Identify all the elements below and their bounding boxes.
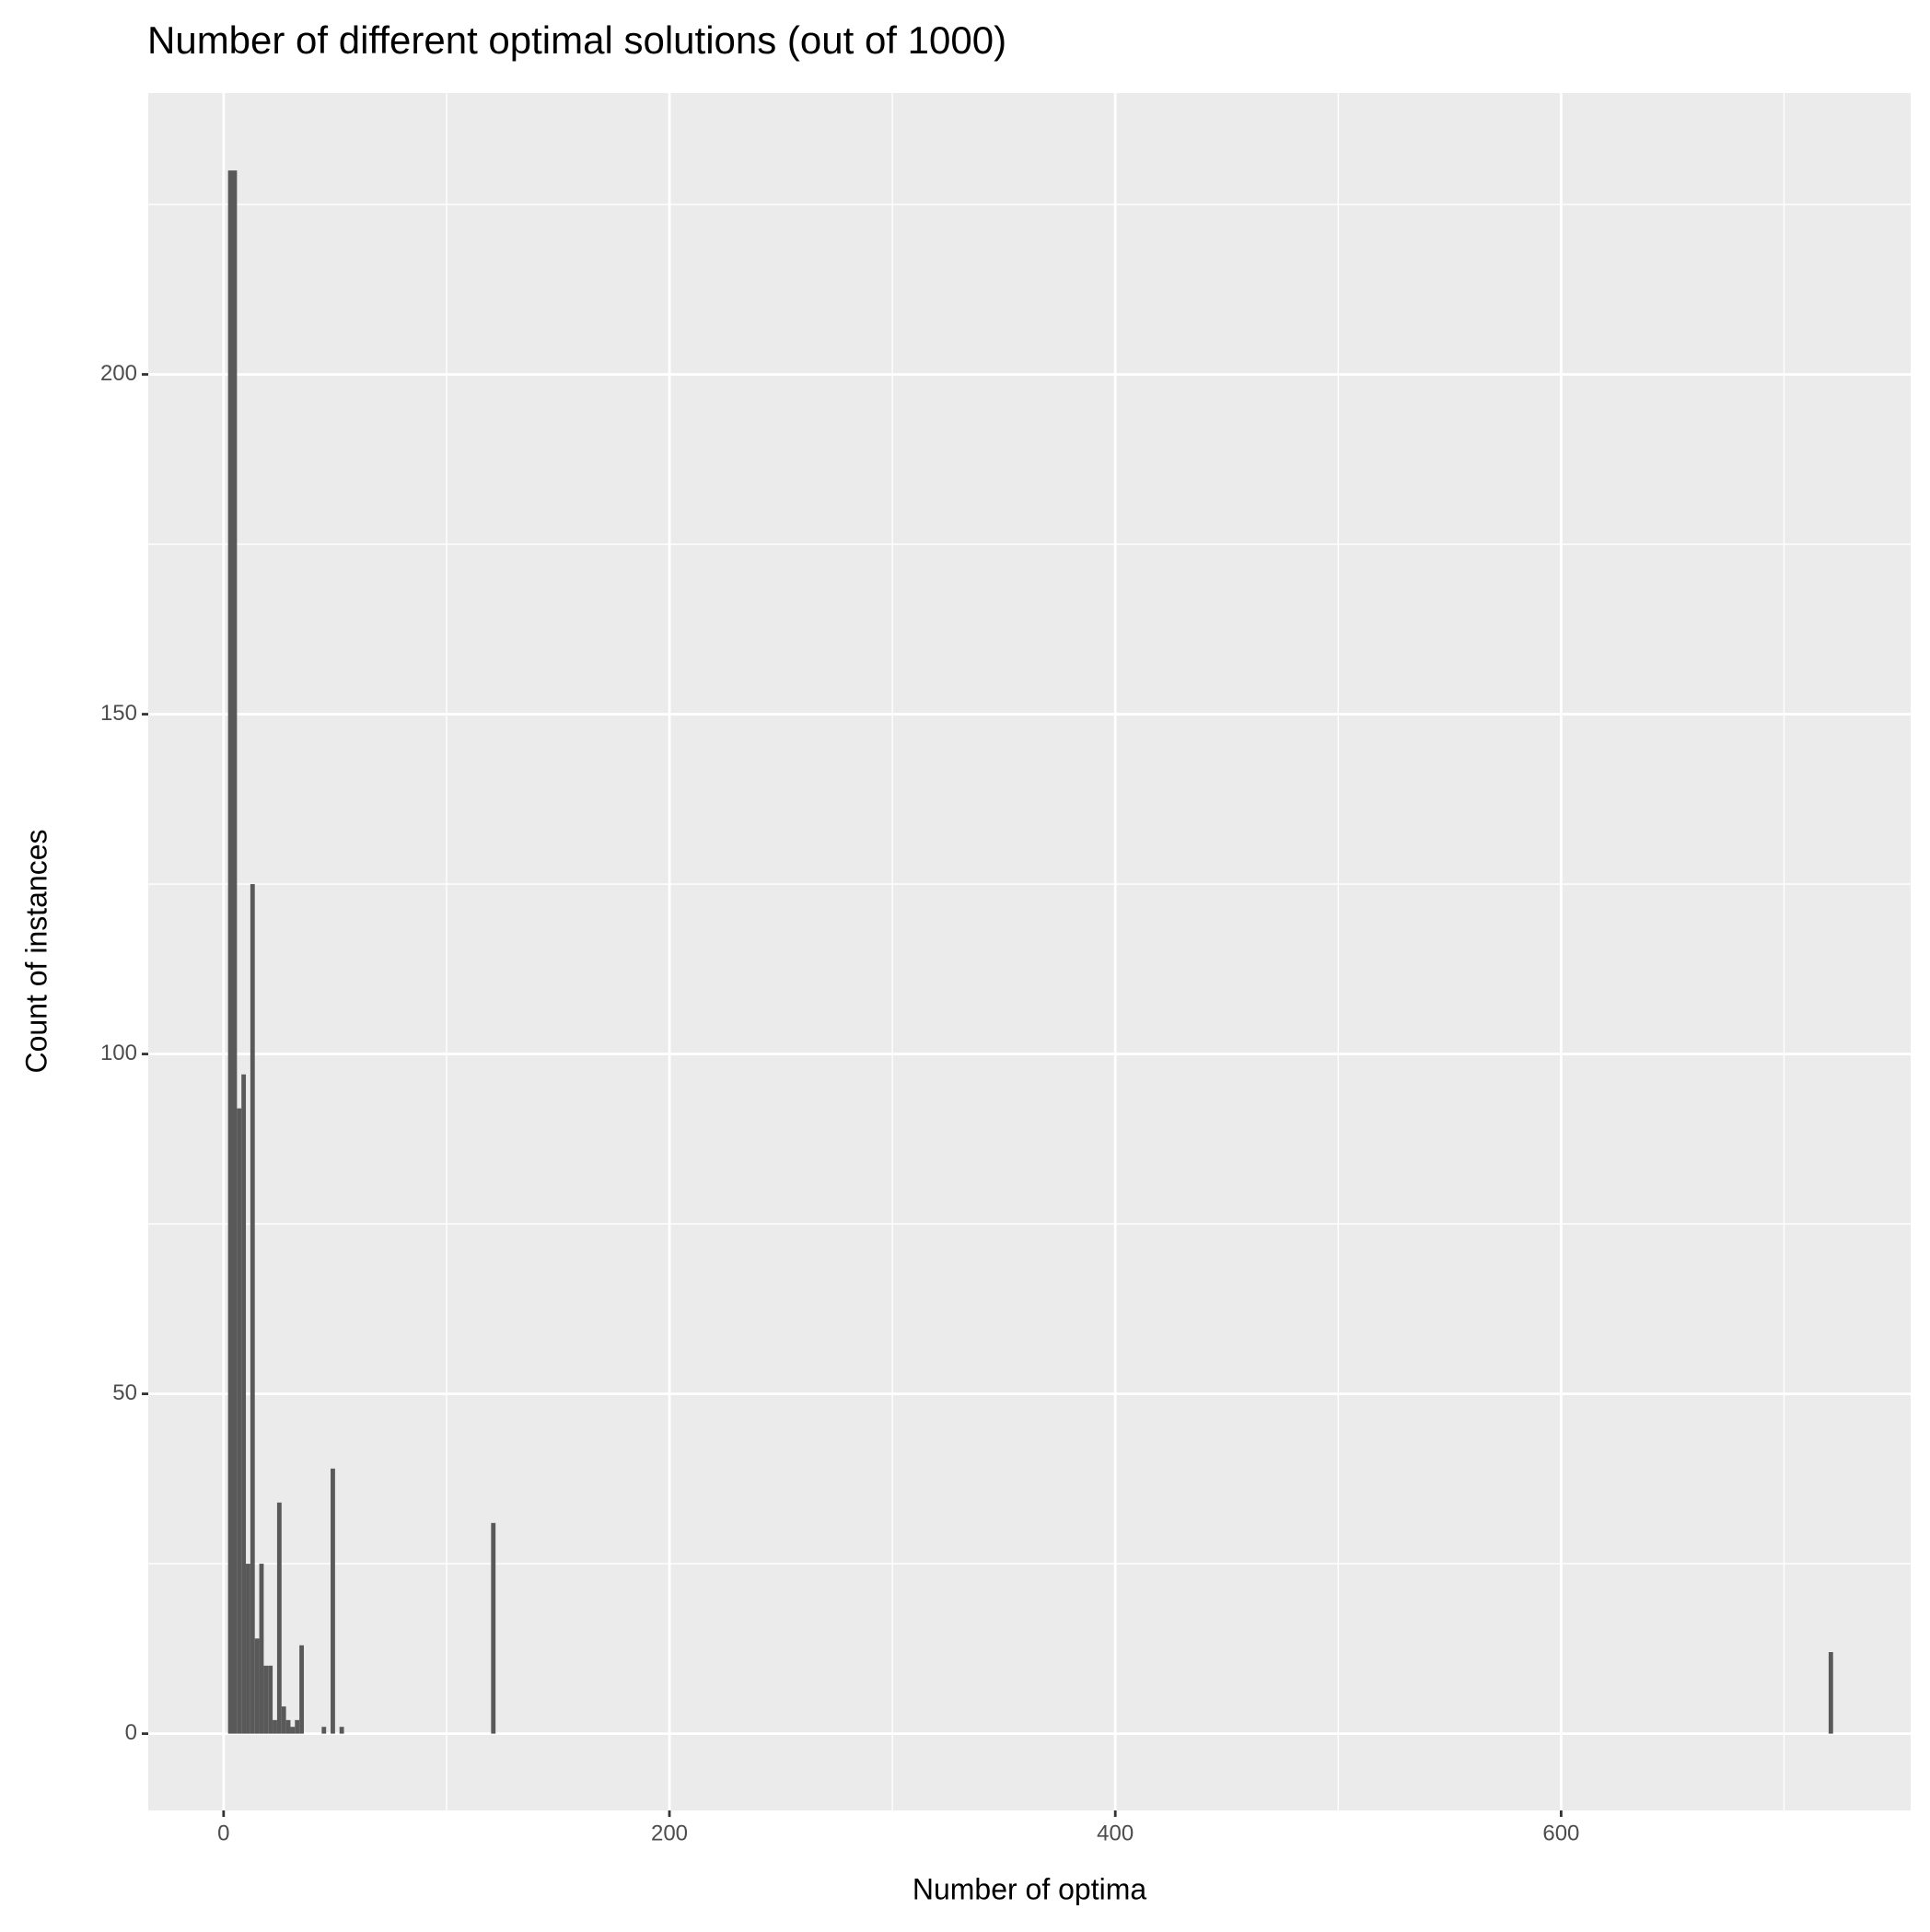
histogram-bar — [1828, 1652, 1833, 1734]
histogram-bar — [246, 1564, 250, 1734]
histogram-bar — [227, 170, 233, 1734]
histogram-bar — [331, 1468, 335, 1734]
histogram-bar — [268, 1665, 273, 1734]
plot-panel — [148, 93, 1911, 1810]
histogram-bar — [295, 1719, 300, 1734]
y-tick-label: 50 — [112, 1380, 137, 1405]
histogram-bar — [276, 1502, 282, 1734]
histogram-bar — [273, 1719, 277, 1734]
chart-title: Number of different optimal solutions (o… — [147, 18, 1006, 62]
histogram-bar — [299, 1645, 304, 1734]
y-tick-label: 150 — [100, 701, 137, 726]
histogram-bar — [232, 170, 238, 1734]
y-tick-label: 100 — [100, 1041, 137, 1065]
histogram-bar — [285, 1719, 291, 1734]
x-tick-label: 200 — [651, 1821, 688, 1845]
histogram-bar — [254, 1638, 260, 1734]
histogram-bar — [259, 1564, 264, 1734]
y-axis-title: Count of instances — [19, 829, 52, 1073]
x-tick-label: 0 — [217, 1821, 229, 1845]
histogram-bar — [237, 1108, 242, 1734]
x-tick-label: 400 — [1097, 1821, 1134, 1845]
y-tick-label: 0 — [125, 1720, 137, 1745]
histogram-bar — [250, 884, 255, 1734]
histogram-bar — [281, 1706, 286, 1734]
histogram-bar — [321, 1727, 327, 1734]
histogram-bar — [339, 1727, 344, 1734]
y-tick-label: 200 — [100, 361, 137, 386]
histogram-bar — [263, 1665, 269, 1734]
histogram-bar — [241, 1074, 247, 1734]
histogram-bar — [290, 1727, 296, 1734]
histogram-bar — [491, 1522, 496, 1734]
x-tick-label: 600 — [1542, 1821, 1579, 1845]
x-axis-title: Number of optima — [913, 1872, 1147, 1905]
